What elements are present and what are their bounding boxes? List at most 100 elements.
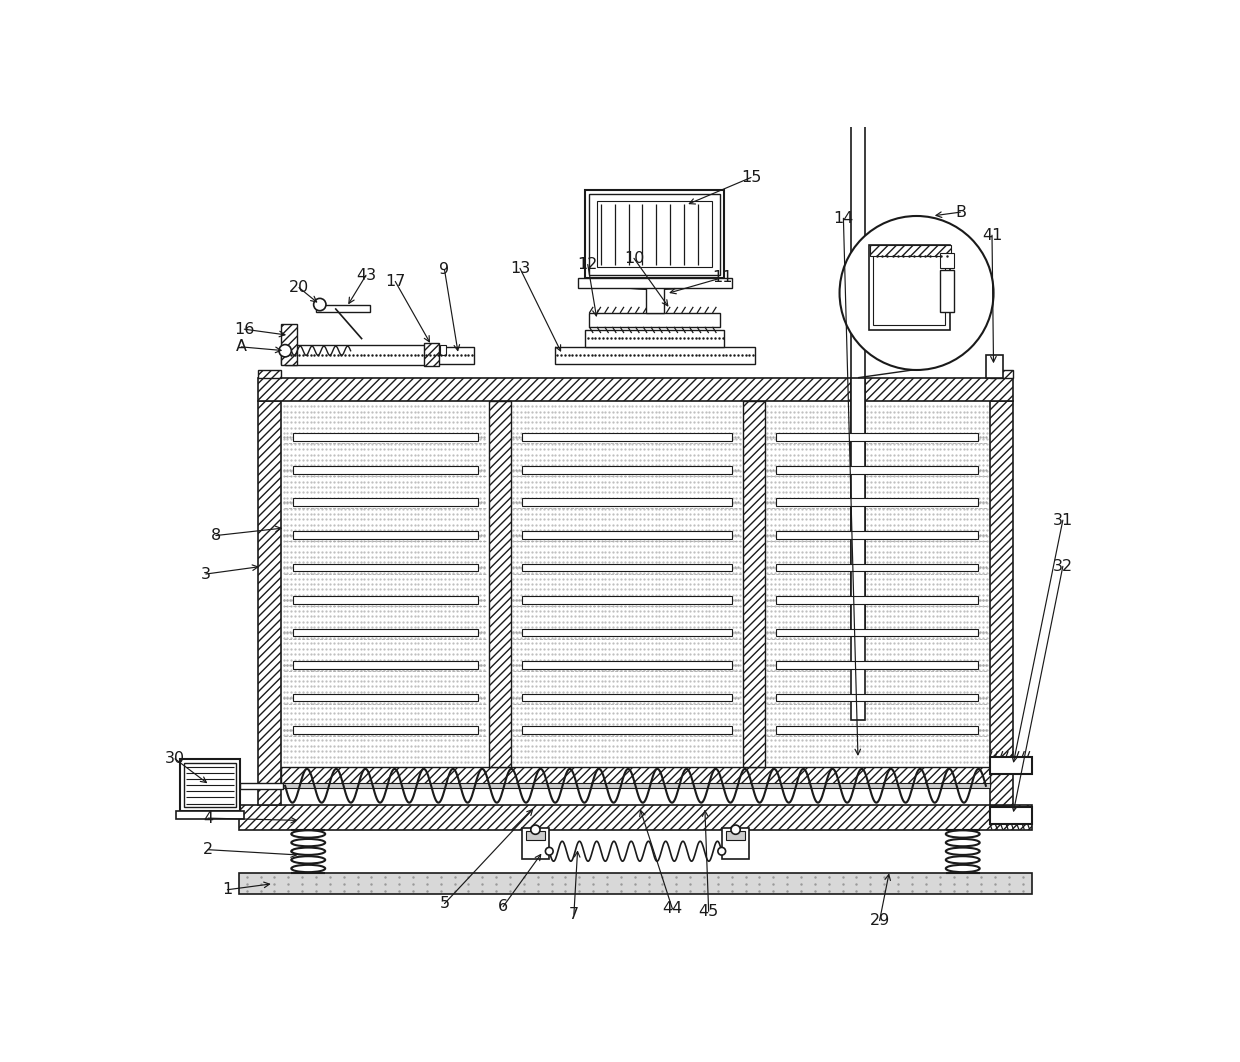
Bar bbox=[281, 324, 296, 365]
Bar bbox=[293, 564, 477, 571]
Circle shape bbox=[839, 216, 993, 370]
Bar bbox=[522, 662, 732, 669]
Text: 31: 31 bbox=[1053, 513, 1073, 528]
Bar bbox=[424, 343, 439, 366]
Bar bbox=[526, 832, 544, 840]
Bar bbox=[258, 400, 281, 805]
Text: 30: 30 bbox=[165, 751, 185, 767]
Bar bbox=[776, 693, 978, 701]
Bar bbox=[293, 693, 477, 701]
Text: 5: 5 bbox=[439, 896, 450, 911]
Bar bbox=[743, 400, 765, 767]
Bar bbox=[589, 313, 720, 327]
Bar bbox=[281, 767, 990, 786]
Text: 43: 43 bbox=[356, 268, 376, 282]
Bar bbox=[727, 832, 745, 840]
Ellipse shape bbox=[291, 830, 325, 838]
Text: 17: 17 bbox=[386, 274, 405, 289]
Bar bbox=[851, 28, 866, 628]
Bar bbox=[522, 726, 732, 734]
Text: 45: 45 bbox=[698, 904, 719, 919]
Bar bbox=[640, 273, 670, 284]
Circle shape bbox=[531, 825, 541, 835]
Text: 20: 20 bbox=[289, 280, 309, 295]
Text: 13: 13 bbox=[510, 261, 531, 276]
Ellipse shape bbox=[946, 830, 980, 838]
Text: 29: 29 bbox=[869, 913, 890, 928]
Text: 6: 6 bbox=[498, 900, 508, 914]
Bar bbox=[285, 345, 432, 365]
Bar bbox=[776, 531, 978, 538]
Text: 4: 4 bbox=[203, 810, 213, 825]
Bar bbox=[870, 245, 951, 256]
Text: 32: 32 bbox=[1053, 559, 1073, 573]
Bar bbox=[722, 828, 749, 859]
Text: 1: 1 bbox=[222, 883, 233, 897]
Bar bbox=[776, 726, 978, 734]
Bar bbox=[940, 253, 954, 269]
Bar bbox=[258, 378, 1013, 400]
Text: 8: 8 bbox=[211, 528, 221, 543]
Ellipse shape bbox=[291, 847, 325, 855]
Text: 15: 15 bbox=[740, 170, 761, 185]
Text: 44: 44 bbox=[662, 902, 682, 917]
Bar bbox=[316, 305, 370, 312]
Bar bbox=[184, 763, 236, 807]
Bar bbox=[990, 806, 1032, 823]
Bar bbox=[180, 759, 239, 811]
Bar bbox=[776, 596, 978, 604]
Bar bbox=[522, 466, 732, 474]
Bar bbox=[990, 400, 1013, 805]
Text: 12: 12 bbox=[578, 257, 598, 272]
Text: 2: 2 bbox=[203, 842, 213, 857]
Bar bbox=[589, 193, 720, 274]
Ellipse shape bbox=[291, 839, 325, 846]
Bar bbox=[440, 345, 446, 355]
Ellipse shape bbox=[291, 856, 325, 863]
Circle shape bbox=[718, 847, 725, 855]
Bar bbox=[646, 282, 663, 313]
Bar bbox=[281, 784, 990, 788]
Text: 41: 41 bbox=[982, 227, 1002, 243]
Text: 11: 11 bbox=[712, 270, 733, 285]
Bar bbox=[776, 466, 978, 474]
Bar bbox=[258, 370, 281, 378]
Bar bbox=[293, 466, 477, 474]
Circle shape bbox=[314, 298, 326, 311]
Circle shape bbox=[279, 344, 291, 357]
Bar bbox=[776, 498, 978, 507]
Bar bbox=[522, 498, 732, 507]
Bar bbox=[490, 400, 511, 767]
Bar bbox=[869, 245, 950, 330]
Ellipse shape bbox=[946, 856, 980, 863]
Bar bbox=[293, 629, 477, 636]
Bar bbox=[776, 433, 978, 441]
Circle shape bbox=[546, 847, 553, 855]
Text: A: A bbox=[236, 340, 247, 355]
Ellipse shape bbox=[946, 847, 980, 855]
Bar bbox=[585, 190, 724, 278]
Bar bbox=[176, 811, 243, 819]
Bar bbox=[851, 378, 866, 720]
Bar bbox=[293, 498, 477, 507]
Bar bbox=[596, 202, 713, 267]
Bar bbox=[776, 629, 978, 636]
Bar bbox=[990, 370, 1013, 378]
Bar bbox=[578, 278, 732, 288]
Bar bbox=[239, 783, 283, 789]
Text: 10: 10 bbox=[624, 251, 644, 266]
Bar bbox=[281, 347, 474, 364]
Bar bbox=[585, 330, 724, 347]
Bar bbox=[293, 726, 477, 734]
Bar bbox=[293, 596, 477, 604]
Bar bbox=[522, 828, 549, 859]
Bar bbox=[776, 662, 978, 669]
Bar bbox=[293, 531, 477, 538]
Bar bbox=[554, 347, 755, 364]
Text: 14: 14 bbox=[833, 210, 853, 226]
Ellipse shape bbox=[946, 839, 980, 846]
Text: 3: 3 bbox=[201, 566, 211, 582]
Bar bbox=[239, 873, 1032, 894]
Bar bbox=[522, 564, 732, 571]
Text: 16: 16 bbox=[234, 322, 254, 337]
